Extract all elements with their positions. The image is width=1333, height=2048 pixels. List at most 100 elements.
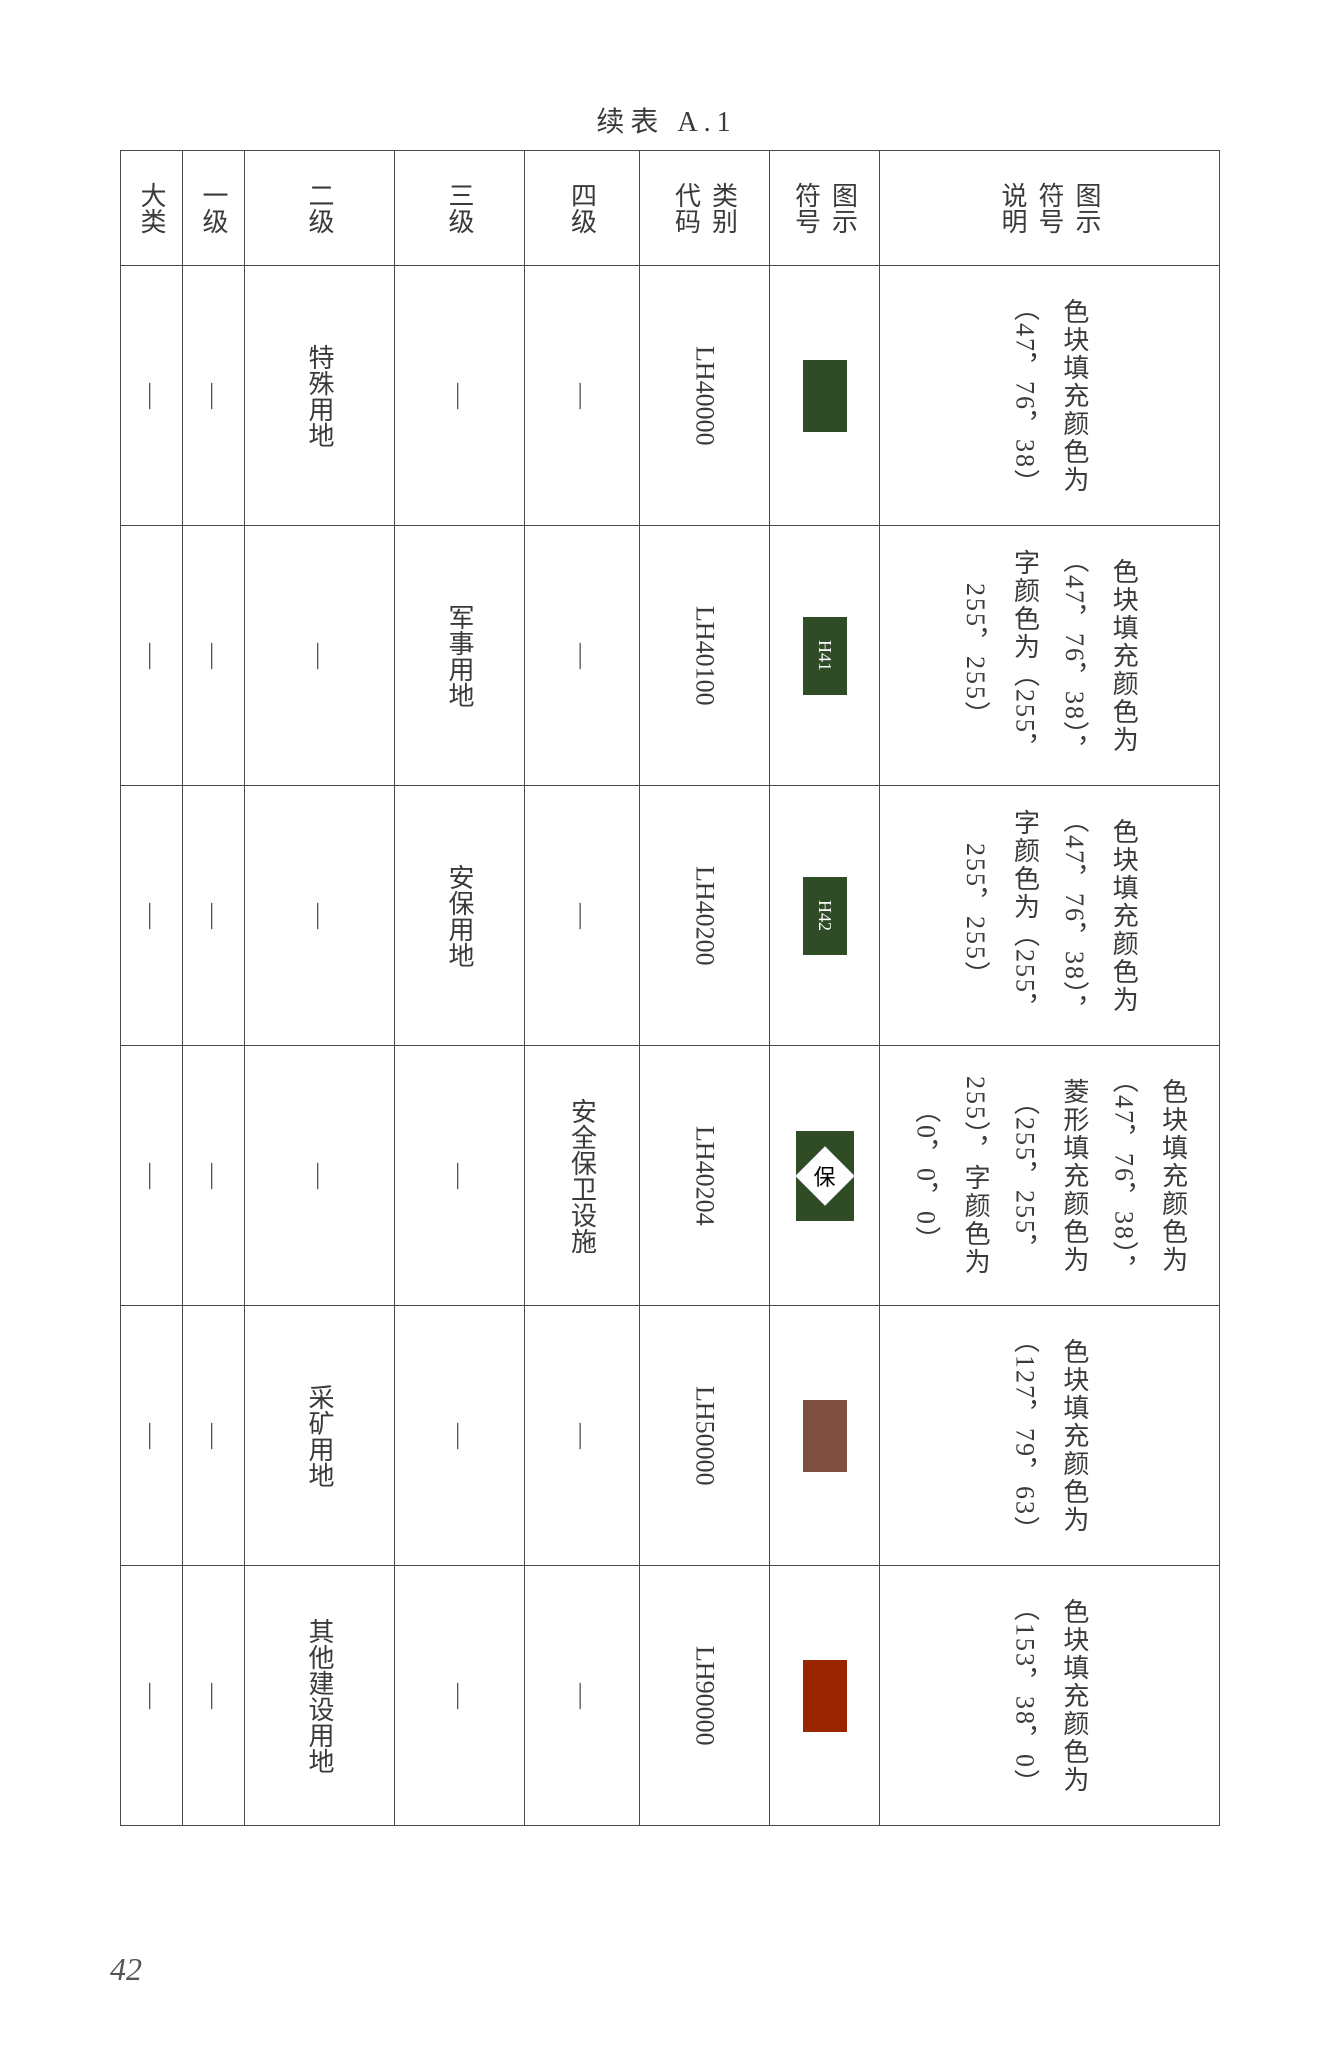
dash: — [200,1423,229,1449]
dash: — [306,903,335,929]
cell-symbol [770,266,880,526]
page-number: 42 [110,1951,142,1988]
col-header-level3: 三级 [395,151,525,266]
page: 续表 A.1 大类 一级 二级 三级 四级 类别代码 图示符号 图示符号说明 —… [0,0,1333,2048]
cell-level1: — [183,1046,245,1306]
cell-level1: — [183,526,245,786]
cell-level4: — [525,266,640,526]
cell-code: LH40204 [640,1046,770,1306]
cell-desc: 色块填充颜色为（47，76，38），菱形填充颜色为（255，255，255），字… [880,1046,1220,1306]
cell-level3: — [395,1046,525,1306]
cell-level2: 特殊用地 [245,266,395,526]
cell-level2: — [245,526,395,786]
dash: — [138,1163,167,1189]
cell-symbol [770,1306,880,1566]
cell-daclass: — [121,1046,183,1306]
table-row: — — 特殊用地 — — LH40000 色块填充颜色为（47，76，38） [121,266,1220,526]
dash: — [568,643,597,669]
swatch-icon [803,360,847,432]
cell-level2: 采矿用地 [245,1306,395,1566]
table-row: — — 其他建设用地 — — LH90000 色块填充颜色为（153，38，0） [121,1566,1220,1826]
dash: — [446,383,475,409]
table-row: — — — 安保用地 — LH40200 H42 色块填充颜色为（47，76，3… [121,786,1220,1046]
cell-level2: — [245,1046,395,1306]
cell-level3: — [395,1306,525,1566]
dash: — [200,903,229,929]
cell-level3: — [395,1566,525,1826]
table-row: — — 采矿用地 — — LH50000 色块填充颜色为（127，79，63） [121,1306,1220,1566]
col-header-symbol: 图示符号 [770,151,880,266]
dash: — [138,1683,167,1709]
cell-daclass: — [121,1566,183,1826]
cell-level3: 军事用地 [395,526,525,786]
cell-code: LH90000 [640,1566,770,1826]
cell-desc: 色块填充颜色为（47，76，38），字颜色为（255，255，255） [880,526,1220,786]
cell-daclass: — [121,266,183,526]
cell-level4: — [525,1306,640,1566]
dash: — [200,643,229,669]
desc-text: 色块填充颜色为（47，76，38），菱形填充颜色为（255，255，255），字… [912,1067,1188,1284]
cell-level1: — [183,786,245,1046]
dash: — [200,1163,229,1189]
desc-text: 色块填充颜色为（153，38，0） [1011,1595,1089,1797]
dash: — [200,1683,229,1709]
dash: — [446,1683,475,1709]
col-header-daclass: 大类 [121,151,183,266]
swatch-label-icon: H41 [803,617,847,695]
cell-level1: — [183,1566,245,1826]
desc-text: 色块填充颜色为（127，79，63） [1011,1327,1089,1544]
cell-daclass: — [121,526,183,786]
cell-symbol: 保 [770,1046,880,1306]
cell-level4: — [525,786,640,1046]
cell-level2: 其他建设用地 [245,1566,395,1826]
cell-level2: — [245,786,395,1046]
cell-symbol [770,1566,880,1826]
col-header-code: 类别代码 [640,151,770,266]
cell-code: LH40200 [640,786,770,1046]
dash: — [446,1163,475,1189]
desc-text: 色块填充颜色为（47，76，38） [1011,295,1089,497]
table-row: — — — 军事用地 — LH40100 H41 色块填充颜色为（47，76，3… [121,526,1220,786]
swatch-label-icon: H42 [803,877,847,955]
cell-level4: 安全保卫设施 [525,1046,640,1306]
cell-symbol: H42 [770,786,880,1046]
cell-level1: — [183,1306,245,1566]
classification-table: 大类 一级 二级 三级 四级 类别代码 图示符号 图示符号说明 — — 特殊用地… [120,150,1220,1826]
swatch-icon [803,1660,847,1732]
cell-desc: 色块填充颜色为（153，38，0） [880,1566,1220,1826]
cell-code: LH50000 [640,1306,770,1566]
cell-level3: 安保用地 [395,786,525,1046]
cell-level4: — [525,526,640,786]
dash: — [138,1423,167,1449]
cell-daclass: — [121,1306,183,1566]
dash: — [138,903,167,929]
header-row: 大类 一级 二级 三级 四级 类别代码 图示符号 图示符号说明 [121,151,1220,266]
col-header-level1: 一级 [183,151,245,266]
dash: — [568,383,597,409]
cell-level1: — [183,266,245,526]
dash: — [138,643,167,669]
cell-level4: — [525,1566,640,1826]
cell-desc: 色块填充颜色为（47，76，38） [880,266,1220,526]
swatch-icon [803,1400,847,1472]
table-body: — — 特殊用地 — — LH40000 色块填充颜色为（47，76，38） —… [121,266,1220,1826]
table-row: — — — — 安全保卫设施 LH40204 保 色块填充颜色为（47，76，3… [121,1046,1220,1306]
dash: — [306,643,335,669]
col-header-level4: 四级 [525,151,640,266]
dash: — [446,1423,475,1449]
cell-desc: 色块填充颜色为（47，76，38），字颜色为（255，255，255） [880,786,1220,1046]
table-title: 续表 A.1 [596,100,736,140]
diamond-label: 保 [813,1160,835,1192]
diamond-symbol-icon: 保 [796,1131,854,1221]
col-header-desc: 图示符号说明 [880,151,1220,266]
cell-code: LH40100 [640,526,770,786]
dash: — [200,383,229,409]
col-header-level2: 二级 [245,151,395,266]
dash: — [568,903,597,929]
dash: — [138,383,167,409]
cell-level3: — [395,266,525,526]
desc-text: 色块填充颜色为（47，76，38），字颜色为（255，255，255） [961,807,1138,1024]
dash: — [568,1423,597,1449]
dash: — [568,1683,597,1709]
dash: — [306,1163,335,1189]
